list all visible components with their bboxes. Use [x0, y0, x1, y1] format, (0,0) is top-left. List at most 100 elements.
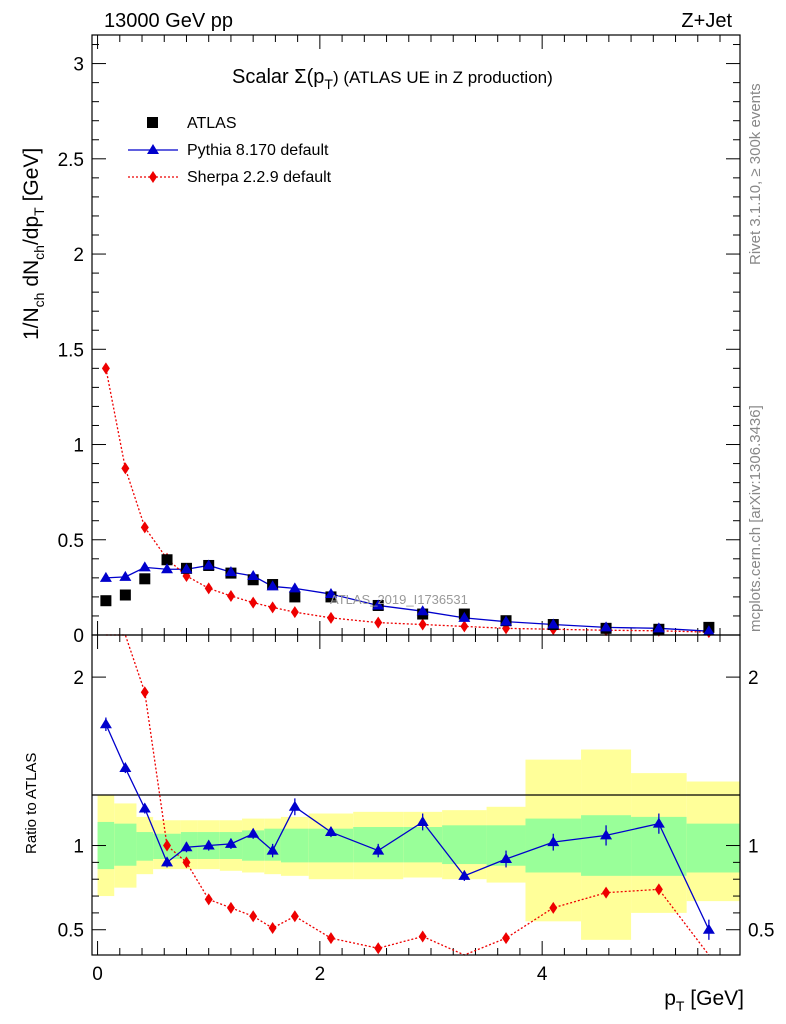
- pythia-ratio-point: [202, 839, 215, 850]
- pythia-ratio-point: [652, 817, 665, 828]
- main-title: Scalar Σ(pT) (ATLAS UE in Z production): [232, 66, 553, 92]
- header-energy-label: 13000 GeV pp: [104, 10, 233, 32]
- pythia-point: [138, 561, 151, 572]
- sherpa-point: [268, 601, 277, 614]
- pythia-point: [266, 580, 279, 591]
- main-panel: 0 0.5 1 1.5 2 2.5 3 Scalar Σ(pT) (ATLAS UE in …: [20, 34, 741, 647]
- sherpa-ratio-point: [502, 932, 511, 945]
- sherpa-ratio-point: [374, 942, 383, 955]
- ratio-axis-ticks: [92, 635, 740, 955]
- pythia-ratio-point: [547, 836, 560, 847]
- pythia-point: [500, 615, 513, 626]
- pythia-point: [324, 588, 337, 599]
- header-process-label: Z+Jet: [681, 10, 732, 32]
- pythia-ratio-point: [458, 869, 471, 880]
- ratio-frame: [91, 634, 741, 956]
- main-axis-ticks: [92, 35, 740, 636]
- pythia-point: [161, 563, 174, 574]
- ratio-tick-labels: 0.5 0.5 1 1 2 2 0 2 4: [58, 668, 775, 985]
- main-y-tick-label: 0.5: [58, 531, 84, 552]
- main-y-axis-label: 1/Nch dNch/dpT [GeV]: [20, 148, 47, 340]
- main-y-tick-label: 1.5: [58, 340, 84, 361]
- pythia-point: [458, 611, 471, 622]
- legend-sherpa-marker: [149, 171, 157, 183]
- sherpa-point: [121, 462, 130, 475]
- pythia-point: [702, 625, 715, 636]
- pythia-ratio-point: [372, 844, 385, 855]
- sherpa-point: [226, 589, 235, 602]
- ratio-data-layer: [99, 634, 715, 956]
- x-tick-label: 2: [315, 964, 326, 985]
- legend-atlas-label: ATLAS: [187, 115, 237, 132]
- sherpa-ratio-point: [249, 910, 258, 923]
- ratio-y-tick-label-left: 1: [73, 837, 84, 858]
- sherpa-point: [140, 521, 149, 534]
- pythia-ratio-point: [600, 829, 613, 840]
- legend-atlas-marker: [147, 117, 158, 128]
- main-y-tick-label: 2.5: [58, 150, 84, 171]
- sherpa-ratio-point: [204, 893, 213, 906]
- sherpa-ratio-point: [226, 901, 235, 914]
- pythia-ratio-point: [161, 856, 174, 867]
- pythia-ratio-point: [266, 844, 279, 855]
- atlas-point: [139, 573, 151, 585]
- ratio-y-axis-label: Ratio to ATLAS: [23, 753, 40, 854]
- sherpa-point: [418, 618, 427, 631]
- pythia-point: [288, 582, 301, 593]
- pythia-point: [99, 571, 112, 582]
- atlas-point: [289, 591, 301, 603]
- pythia-ratio-point: [288, 800, 301, 811]
- ratio-y-tick-label-right: 0.5: [748, 921, 774, 942]
- x-tick-label: 4: [537, 964, 548, 985]
- pythia-point: [547, 618, 560, 629]
- ratio-band-1sigma: [686, 823, 740, 873]
- ratio-y-tick-label-left: 0.5: [58, 921, 84, 942]
- ratio-band-1sigma: [403, 827, 443, 863]
- pythia-point: [202, 559, 215, 570]
- sherpa-point: [249, 596, 258, 609]
- ratio-y-tick-label-right: 1: [748, 837, 759, 858]
- x-tick-label: 0: [92, 964, 103, 985]
- sherpa-point: [326, 611, 335, 624]
- pythia-ratio-point: [324, 826, 337, 837]
- sherpa-ratio-point: [549, 901, 558, 914]
- pythia-point: [119, 570, 132, 581]
- rivet-version-label: Rivet 3.1.10, ≥ 300k events: [747, 83, 764, 265]
- pythia-ratio-point: [416, 815, 429, 826]
- ratio-y-tick-label-right: 2: [748, 668, 759, 689]
- ratio-panel: 0.5 0.5 1 1 2 2 0 2 4 Ratio to ATLAS pT [GeV]: [23, 634, 775, 1014]
- pythia-point: [600, 621, 613, 632]
- pythia-ratio-point: [99, 718, 112, 729]
- ratio-band-1sigma: [280, 828, 309, 863]
- sherpa-point: [460, 620, 469, 633]
- pythia-ratio-point: [500, 853, 513, 863]
- sherpa-point: [204, 582, 213, 595]
- atlas-point: [100, 595, 112, 607]
- ratio-band-1sigma: [442, 825, 487, 865]
- pythia-point: [416, 605, 429, 616]
- main-y-tick-labels: 0 0.5 1 1.5 2 2.5 3: [58, 55, 84, 647]
- pythia-ratio-point: [138, 802, 151, 813]
- ratio-uncertainty-bands: [97, 749, 740, 940]
- analysis-watermark: ATLAS_2019_I1736531: [330, 592, 468, 607]
- main-y-tick-label: 1: [73, 436, 84, 457]
- sherpa-ratio-point: [140, 686, 149, 699]
- pythia-point: [224, 566, 237, 577]
- sherpa-ratio-point: [290, 910, 299, 923]
- sherpa-point: [101, 362, 110, 375]
- pythia-ratio-point: [702, 923, 715, 934]
- legend-sherpa-label: Sherpa 2.2.9 default: [187, 169, 332, 186]
- sherpa-ratio-point: [182, 856, 191, 869]
- sherpa-ratio-point: [163, 839, 172, 852]
- sherpa-ratio-point: [654, 883, 663, 896]
- main-y-tick-label: 0: [73, 626, 84, 647]
- sherpa-ratio-point: [418, 930, 427, 943]
- sherpa-point: [290, 606, 299, 619]
- pythia-ratio-point: [247, 827, 260, 838]
- ratio-y-tick-label-left: 2: [73, 668, 84, 689]
- pythia-point: [180, 563, 193, 574]
- sherpa-ratio-point: [326, 932, 335, 945]
- legend-pythia-label: Pythia 8.170 default: [187, 142, 329, 159]
- pythia-point: [247, 569, 260, 580]
